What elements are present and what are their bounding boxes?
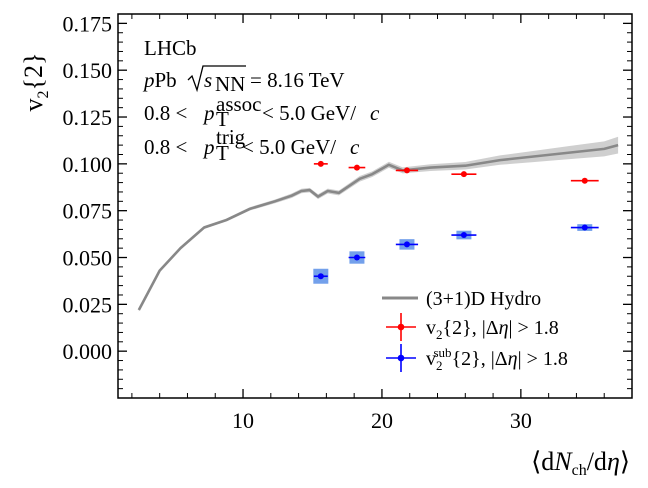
hydro-band-layer [137, 136, 619, 312]
legend-v2-mid: {2}, |Δ [443, 317, 499, 339]
assoc-pt-label: 0.8 < p assoc T < 5.0 GeV/ c [144, 92, 380, 131]
legend-v2-sub: 2 [436, 327, 443, 342]
trig-c: c [350, 135, 360, 159]
legend-v2sub-sup: sub [434, 345, 452, 360]
x-title-close: ⟩ [620, 447, 630, 476]
assoc-high: < 5.0 GeV/ [262, 101, 356, 125]
x-title-sub: ch [572, 462, 587, 479]
trig-sup: trig [216, 125, 246, 149]
trig-low: 0.8 < [144, 135, 187, 159]
trig-high: < 5.0 GeV/ [242, 135, 336, 159]
y-axis-title: v2{2} [19, 53, 52, 112]
y-title-rest: {2} [19, 53, 48, 91]
system-p: p [142, 68, 155, 92]
system-label: pPb [142, 68, 177, 92]
legend-v2-marker [397, 323, 405, 331]
y-tick-label: 0.050 [63, 246, 113, 271]
experiment-label: LHCb [144, 36, 197, 60]
y-tick-label: 0.025 [63, 292, 113, 317]
x-tick-label: 30 [510, 408, 532, 433]
v2-point [581, 177, 588, 184]
y-title-sub: 2 [35, 90, 52, 98]
plot-frame [117, 13, 633, 399]
x-title-n: N [553, 447, 573, 476]
y-tick-label: 0.100 [63, 152, 113, 177]
x-tick-label: 20 [371, 408, 393, 433]
v2sub-point [581, 224, 588, 231]
x-title-mid: /d [587, 447, 607, 476]
x-axis-title: ⟨dNch/dη⟩ [531, 447, 630, 479]
legend-v2sub-label: v2sub{2}, |Δη| > 1.8 [426, 345, 568, 373]
trig-sub: T [216, 141, 229, 165]
sqrt-s-value: = 8.16 TeV [250, 68, 345, 92]
y-title-v: v [19, 98, 48, 111]
svg-text:v2{2}: v2{2} [19, 53, 52, 112]
x-title-open: ⟨d [531, 447, 554, 476]
legend-v2sub-v: v [426, 348, 436, 370]
annotation-block: LHCb pPb s NN = 8.16 TeV 0.8 < p assoc T… [142, 36, 380, 165]
v2sub-point [353, 254, 360, 261]
legend: (3+1)D Hydro v2{2}, |Δη| > 1.8 v2sub{2},… [382, 288, 568, 373]
axis-ticks [118, 13, 633, 398]
legend-v2sub-eta: η [508, 348, 518, 370]
assoc-c: c [370, 101, 380, 125]
trig-pt-label: 0.8 < p trig T < 5.0 GeV/ c [144, 125, 360, 165]
sqrt-s-label: s NN = 8.16 TeV [187, 65, 345, 96]
legend-v2-end: | > 1.8 [509, 317, 559, 339]
legend-entry-hydro: (3+1)D Hydro [382, 288, 541, 310]
legend-hydro-label: (3+1)D Hydro [426, 288, 541, 310]
legend-v2sub-sub: 2 [436, 358, 443, 373]
x-tick-label: 10 [232, 408, 254, 433]
x-title-eta: η [607, 447, 620, 476]
y-tick-label: 0.125 [63, 105, 113, 130]
assoc-low: 0.8 < [144, 101, 187, 125]
v2-point [317, 160, 324, 167]
v2-point [403, 167, 410, 174]
y-tick-label: 0.175 [63, 11, 113, 36]
sqrt-sign [187, 65, 246, 93]
y-tick-label: 0.075 [63, 199, 113, 224]
assoc-sub: T [216, 107, 229, 131]
v2-point [460, 171, 467, 178]
data-points-layer [313, 160, 599, 280]
legend-v2-label: v2{2}, |Δη| > 1.8 [426, 317, 559, 342]
axis-tick-labels: 0.000 0.025 0.050 0.075 0.100 0.125 0.150 0.175… [63, 11, 532, 433]
assoc-sup: assoc [216, 92, 262, 116]
legend-v2-v: v [426, 317, 436, 339]
v2sub-point [403, 241, 410, 248]
legend-v2sub-mid: {2}, |Δ [452, 348, 508, 370]
svg-text:⟨dNch/dη⟩: ⟨dNch/dη⟩ [531, 447, 630, 479]
v2sub-point [460, 232, 467, 239]
trig-p: p [202, 135, 215, 159]
sqrt-s-symbol: s [204, 68, 212, 92]
sqrt-s-sub: NN [215, 72, 245, 96]
legend-entry-v2sub: v2sub{2}, |Δη| > 1.8 [386, 344, 568, 373]
legend-v2sub-marker [397, 354, 405, 362]
y-tick-label: 0.000 [63, 339, 113, 364]
legend-entry-v2: v2{2}, |Δη| > 1.8 [386, 313, 559, 342]
hydro-line [137, 143, 619, 311]
v2sub-point [317, 273, 324, 280]
y-tick-label: 0.150 [63, 58, 113, 83]
v2-point [353, 164, 360, 171]
legend-v2sub-end: | > 1.8 [518, 348, 568, 370]
legend-v2-eta: η [499, 317, 509, 339]
system-rest: Pb [155, 68, 177, 92]
assoc-p: p [202, 101, 215, 125]
